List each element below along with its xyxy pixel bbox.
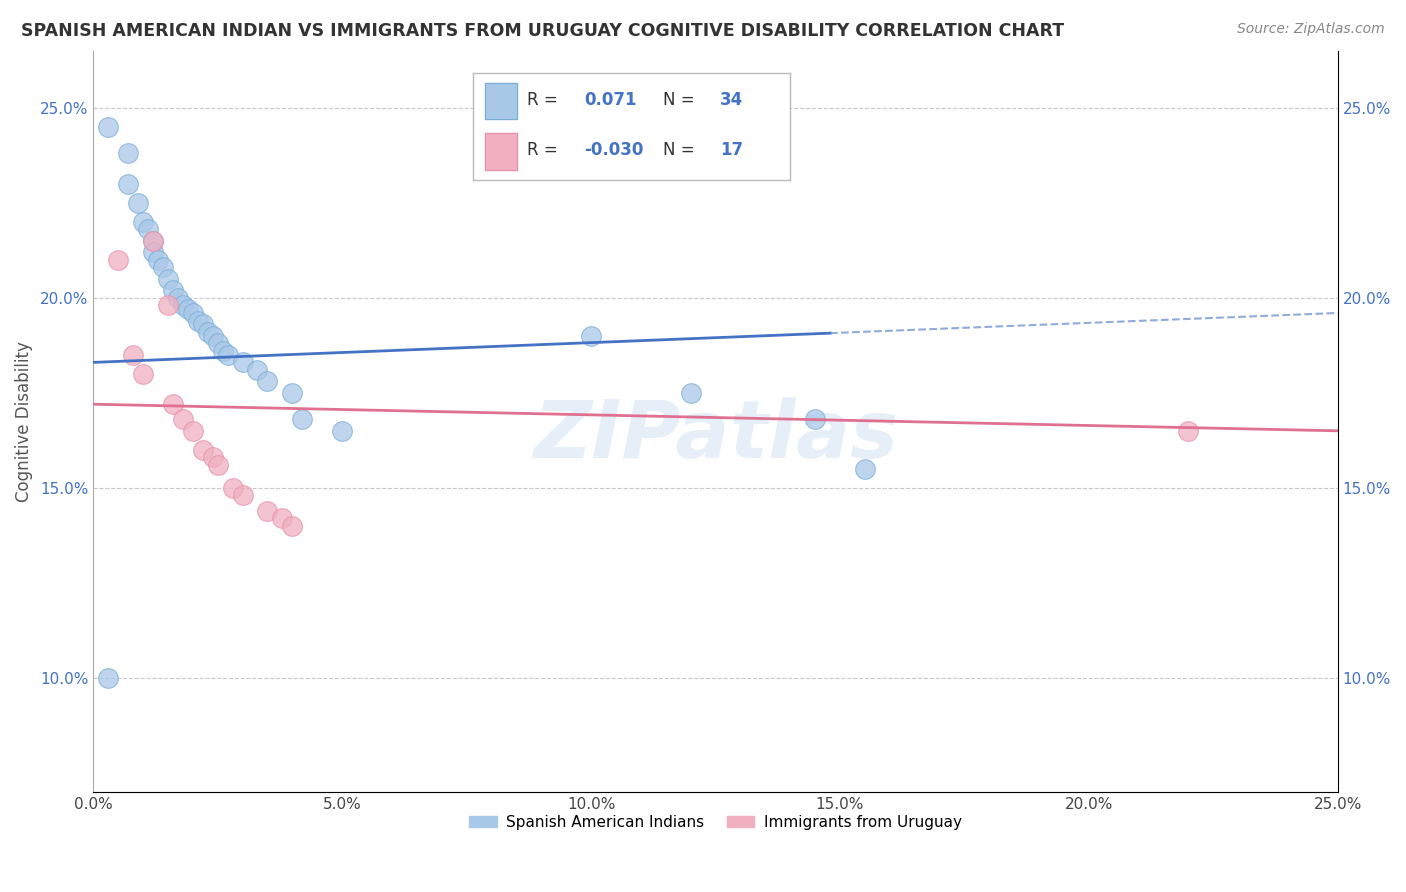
Point [142,234,165,248]
Point [231,488,253,502]
Point [172,298,194,312]
Point [1177,424,1199,438]
Point [181,424,204,438]
Point [853,462,876,476]
Point [201,450,224,465]
Point [281,519,304,533]
Point [191,442,214,457]
Text: Source: ZipAtlas.com: Source: ZipAtlas.com [1237,22,1385,37]
Point [281,385,304,400]
Point [221,481,243,495]
Point [152,260,174,275]
Point [142,234,165,248]
Text: ZIPatlas: ZIPatlas [533,397,898,475]
Point [330,424,353,438]
Point [187,313,209,327]
Point [246,363,269,377]
Point [177,302,200,317]
Point [136,222,159,236]
Point [156,272,179,286]
Point [117,177,139,191]
Point [97,120,120,134]
Point [679,385,702,400]
Point [191,318,214,332]
Point [256,503,278,517]
Legend: Spanish American Indians, Immigrants from Uruguay: Spanish American Indians, Immigrants fro… [463,809,967,836]
Point [172,412,194,426]
Point [231,355,253,369]
Point [97,671,120,685]
Point [166,291,188,305]
Point [132,367,155,381]
Point [197,325,219,339]
Point [271,511,294,525]
Point [142,245,165,260]
Point [217,348,239,362]
Point [207,336,229,351]
Point [156,298,179,312]
Point [162,397,184,411]
Point [256,375,278,389]
Point [132,215,155,229]
Point [211,343,233,358]
Point [804,412,827,426]
Point [117,146,139,161]
Point [207,458,229,472]
Point [107,252,129,267]
Point [122,348,145,362]
Point [579,328,602,343]
Text: SPANISH AMERICAN INDIAN VS IMMIGRANTS FROM URUGUAY COGNITIVE DISABILITY CORRELAT: SPANISH AMERICAN INDIAN VS IMMIGRANTS FR… [21,22,1064,40]
Point [181,306,204,320]
Point [201,328,224,343]
Point [162,283,184,297]
Y-axis label: Cognitive Disability: Cognitive Disability [15,341,32,502]
Point [146,252,169,267]
Point [127,195,149,210]
Point [291,412,314,426]
